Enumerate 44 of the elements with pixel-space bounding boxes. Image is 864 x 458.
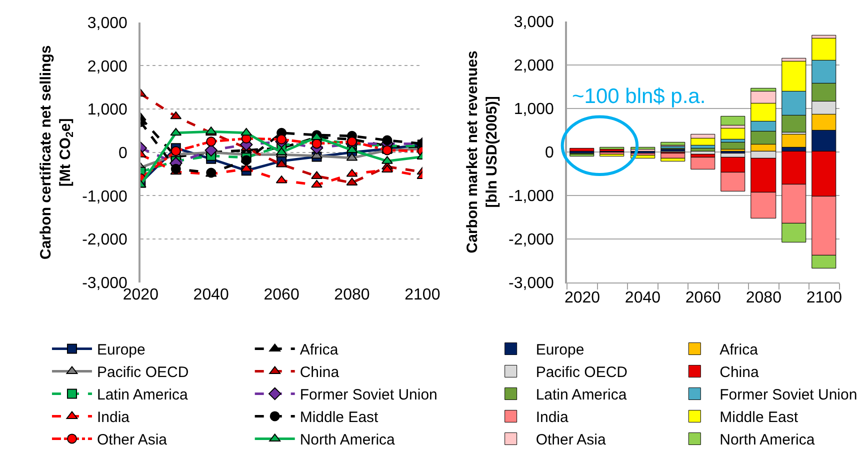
- legend-label: North America: [300, 432, 396, 449]
- x-tick-label: 2040: [624, 290, 661, 307]
- legend-label: Middle East: [720, 409, 799, 426]
- legend-label: North America: [720, 432, 816, 449]
- y-axis-title: Carbon market net revenues [bln USD(2005)]: [464, 50, 500, 254]
- legend-label: Latin America: [96, 386, 189, 404]
- y-tick-label: -2,000: [82, 232, 128, 249]
- legend-label: India: [96, 409, 130, 426]
- y-tick-label: 0: [545, 144, 554, 162]
- legend-label: Europe: [536, 342, 584, 359]
- legend-label: Latin America: [536, 386, 628, 404]
- y-tick-label: 2,000: [87, 58, 128, 76]
- y-tick-label: 1,000: [514, 101, 554, 118]
- legend-label: Africa: [720, 342, 759, 359]
- x-tick-label: 2020: [564, 290, 600, 307]
- x-tick-label: 2060: [264, 286, 300, 304]
- x-tick-label: 2080: [334, 286, 370, 304]
- y-tick-label: 2,000: [514, 58, 554, 75]
- legend-label: China: [300, 364, 340, 382]
- x-tick-label: 2100: [806, 290, 842, 307]
- legend-label: Pacific OECD: [96, 364, 189, 382]
- legend-label: Europe: [96, 342, 146, 359]
- x-tick-label: 2040: [193, 286, 230, 304]
- legend-label: Former Soviet Union: [720, 386, 858, 404]
- x-tick-label: 2080: [746, 290, 782, 307]
- y-tick-label: -1,000: [82, 188, 128, 206]
- legend-label: Middle East: [300, 409, 380, 426]
- legend-label: Other Asia: [96, 432, 168, 449]
- legend-label: Africa: [300, 342, 339, 359]
- legend-label: China: [720, 364, 760, 382]
- y-tick-label: 3,000: [87, 15, 128, 32]
- y-tick-label: 1,000: [87, 102, 128, 119]
- y-tick-label: 3,000: [514, 14, 554, 32]
- legend-label: Other Asia: [536, 432, 607, 449]
- y-tick-label: -1,000: [508, 188, 554, 206]
- y-tick-label: -3,000: [508, 274, 554, 292]
- legend-label: India: [536, 409, 570, 426]
- legend-label: Pacific OECD: [536, 364, 628, 382]
- x-tick-label: 2100: [404, 286, 440, 304]
- y-tick-label: 0: [118, 144, 128, 162]
- y-tick-label: -2,000: [508, 231, 554, 248]
- legend-label: Former Soviet Union: [300, 386, 438, 404]
- x-tick-label: 2060: [685, 290, 722, 307]
- annotation: ~100 bln$ p.a.: [572, 85, 706, 108]
